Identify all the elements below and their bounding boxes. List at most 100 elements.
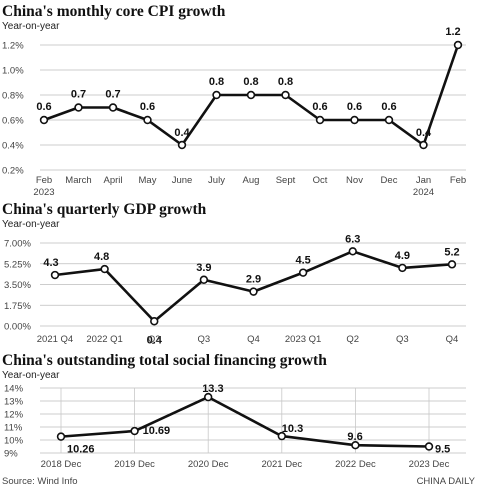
- data-point: [350, 115, 359, 125]
- chart-title: China's outstanding total social financi…: [2, 352, 327, 369]
- data-point: [143, 115, 152, 125]
- y-tick-label: 0.8%: [2, 91, 24, 102]
- x-tick-label: Feb: [36, 175, 52, 186]
- y-tick-label: 1.75%: [4, 301, 31, 312]
- y-tick-label: 0.2%: [2, 166, 24, 177]
- data-point: [212, 90, 221, 100]
- data-label: 0.6: [347, 101, 362, 113]
- x-tick-label: 2020 Dec: [188, 459, 229, 470]
- data-label: 4.8: [94, 251, 109, 263]
- x-tick-label: 2021 Dec: [261, 459, 302, 470]
- data-label: 2.9: [246, 274, 261, 286]
- y-tick-label: 1.2%: [2, 41, 24, 52]
- y-tick-label: 14%: [4, 384, 24, 395]
- data-point: [177, 140, 187, 150]
- data-point: [398, 263, 407, 273]
- data-point: [315, 115, 325, 125]
- data-point: [277, 431, 286, 441]
- x-tick-label: Feb: [450, 175, 466, 186]
- x-tick-label: Nov: [346, 175, 363, 186]
- data-label: 4.9: [395, 250, 410, 262]
- x-tick-label: Q4: [247, 334, 260, 345]
- x-tick-label: 2023 Q1: [285, 334, 321, 345]
- data-point: [50, 270, 60, 280]
- series-line: [54, 249, 453, 323]
- x-tick-label: Q2: [148, 334, 161, 345]
- y-tick-label: 10%: [4, 436, 24, 447]
- data-point: [74, 103, 83, 112]
- data-label: 0.4: [147, 334, 163, 346]
- data-point: [108, 103, 118, 112]
- x-tick-label: 2023 Dec: [409, 459, 450, 470]
- data-label: 3.9: [196, 262, 211, 274]
- x-tick-label: Q3: [198, 334, 211, 345]
- data-label: 1.2: [445, 26, 460, 38]
- data-label: 4.3: [43, 257, 58, 269]
- y-tick-label: 1.0%: [2, 66, 24, 77]
- data-label: 0.6: [381, 101, 396, 113]
- x-tick-label: April: [103, 175, 122, 186]
- x-tick-label: 2019 Dec: [114, 459, 155, 470]
- data-point: [130, 426, 139, 436]
- data-label: 0.7: [105, 89, 120, 101]
- data-point: [447, 260, 457, 269]
- social-financing-chart: China's outstanding total social financi…: [2, 352, 466, 470]
- x-tick-label: 2023: [33, 187, 54, 198]
- x-tick-label: Q4: [446, 334, 459, 345]
- data-point: [249, 287, 258, 296]
- data-label: 0.6: [36, 101, 51, 113]
- series-line: [60, 395, 430, 448]
- data-label: 0.4: [416, 127, 432, 139]
- chart-title: China's quarterly GDP growth: [2, 201, 207, 218]
- data-label: 0.8: [209, 76, 224, 88]
- data-label: 10.26: [67, 444, 95, 456]
- x-tick-label: 2022 Dec: [335, 459, 376, 470]
- data-label: 0.4: [174, 127, 190, 139]
- y-tick-label: 5.25%: [4, 259, 31, 270]
- y-tick-label: 11%: [4, 423, 23, 434]
- data-label: 4.5: [295, 255, 310, 267]
- core-cpi-chart: China's monthly core CPI growth Year-on-…: [2, 3, 466, 198]
- data-point: [150, 317, 159, 326]
- data-label: 9.5: [435, 444, 450, 456]
- data-label: 0.7: [71, 89, 86, 101]
- y-tick-label: 12%: [4, 410, 24, 421]
- x-tick-label: March: [65, 175, 91, 186]
- x-tick-label: 2022 Q1: [86, 334, 122, 345]
- publisher-credit: CHINA DAILY: [416, 476, 475, 487]
- x-tick-label: Dec: [381, 175, 398, 186]
- x-tick-label: May: [139, 175, 157, 186]
- data-point: [100, 264, 109, 274]
- y-tick-label: 3.50%: [4, 280, 31, 291]
- data-point: [199, 275, 209, 284]
- x-tick-label: July: [208, 175, 225, 186]
- data-point: [204, 392, 213, 402]
- x-tick-label: Q2: [346, 334, 359, 345]
- data-point: [298, 268, 308, 277]
- data-point: [351, 440, 360, 450]
- data-label: 0.6: [140, 101, 155, 113]
- data-point: [384, 115, 394, 125]
- data-label: 0.8: [243, 76, 258, 88]
- x-tick-label: 2018 Dec: [41, 459, 82, 470]
- data-label: 5.2: [444, 246, 459, 258]
- data-label: 10.69: [143, 425, 171, 437]
- x-tick-label: Jan: [416, 175, 431, 186]
- data-point: [56, 432, 66, 441]
- data-point: [39, 115, 49, 125]
- y-tick-label: 0.6%: [2, 116, 24, 127]
- chart-subtitle: Year-on-year: [2, 219, 60, 230]
- x-tick-label: 2021 Q4: [37, 334, 73, 345]
- source-note: Source: Wind Info: [2, 476, 78, 487]
- x-tick-label: Sept: [276, 175, 296, 186]
- x-tick-label: 2024: [413, 187, 434, 198]
- x-tick-label: Oct: [313, 175, 328, 186]
- data-point: [419, 140, 428, 150]
- data-label: 6.3: [345, 233, 360, 245]
- data-label: 13.3: [202, 383, 223, 395]
- data-label: 10.3: [282, 423, 303, 435]
- x-tick-label: Q3: [396, 334, 409, 345]
- y-tick-label: 7.00%: [4, 239, 31, 250]
- y-tick-label: 13%: [4, 397, 24, 408]
